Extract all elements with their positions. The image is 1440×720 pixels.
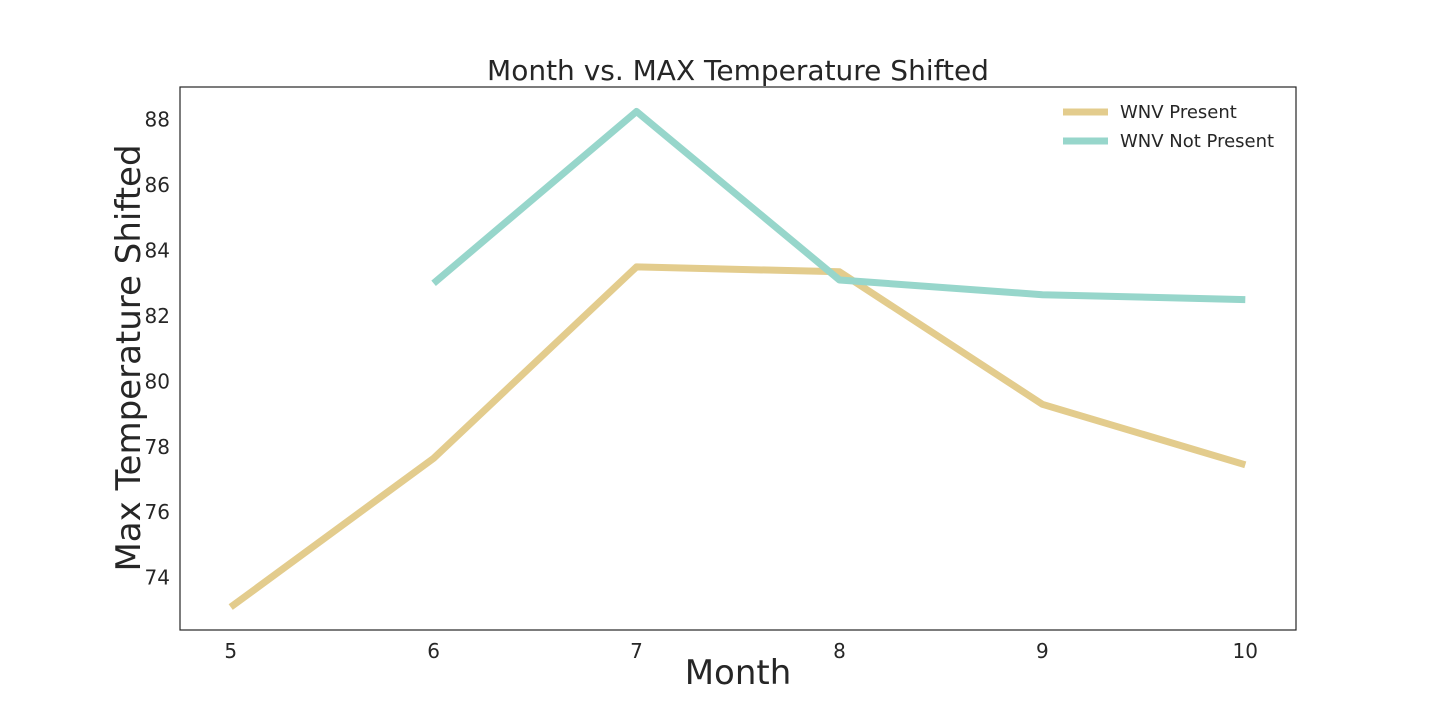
legend-label-1: WNV Not Present (1120, 131, 1274, 152)
x-tick-label: 8 (833, 639, 846, 663)
y-tick-label: 88 (145, 108, 170, 132)
legend-label-0: WNV Present (1120, 102, 1237, 123)
x-axis-label: Month (685, 653, 792, 693)
legend: WNV Present WNV Not Present (1063, 102, 1274, 152)
x-tick-label: 7 (630, 639, 643, 663)
x-tick-label: 6 (427, 639, 440, 663)
series-line-1 (431, 108, 1246, 304)
y-tick-label: 76 (145, 500, 170, 524)
y-tick-label: 84 (145, 239, 170, 263)
y-tick-label: 78 (145, 435, 170, 459)
y-tick-label: 74 (145, 566, 170, 590)
y-tick-labels: 74 76 78 80 82 84 86 88 (145, 108, 170, 590)
chart-title: Month vs. MAX Temperature Shifted (487, 54, 989, 87)
x-tick-labels: 5 6 7 8 9 10 (224, 639, 1258, 663)
y-tick-label: 86 (145, 173, 170, 197)
plot-lines (228, 108, 1247, 610)
plot-frame (179, 86, 1297, 631)
y-tick-label: 80 (145, 369, 170, 393)
x-tick-label: 5 (224, 639, 237, 663)
y-tick-label: 82 (145, 304, 170, 328)
x-tick-label: 10 (1233, 639, 1258, 663)
y-axis-label: Max Temperature Shifted (109, 144, 149, 571)
x-tick-label: 9 (1036, 639, 1049, 663)
series-line-0 (228, 263, 1247, 610)
